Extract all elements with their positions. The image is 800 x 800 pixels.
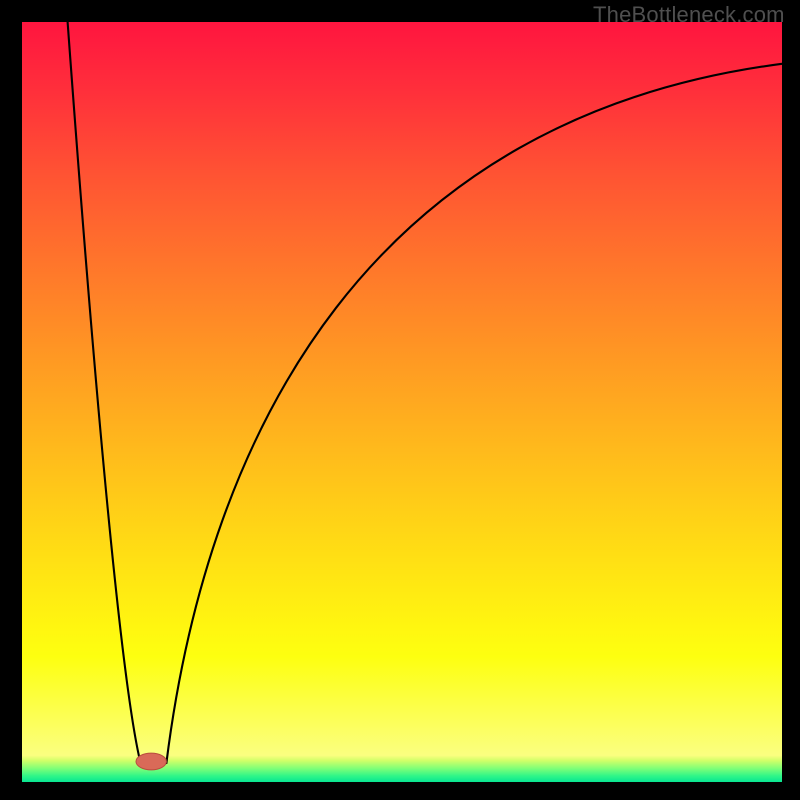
chart-container: TheBottleneck.com — [0, 0, 800, 800]
watermark-text: TheBottleneck.com — [593, 2, 785, 28]
curve-layer — [22, 22, 782, 782]
bottleneck-curve — [68, 22, 782, 765]
plot-area — [22, 22, 782, 782]
dip-marker — [136, 753, 166, 770]
